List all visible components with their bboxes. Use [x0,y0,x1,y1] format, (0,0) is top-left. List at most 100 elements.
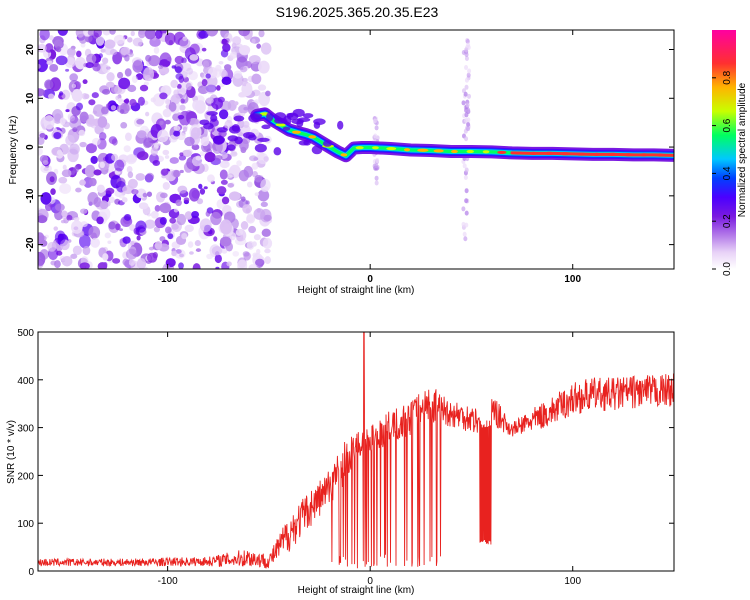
spectrogram-noise-point [169,217,177,224]
spectrogram-spur-point [373,133,378,139]
spectrogram-noise-point [124,213,132,221]
spectrogram-noise-point [86,53,97,65]
spectrogram-noise-point [199,151,205,157]
spectrogram-noise-point [43,115,55,130]
spectrogram-noise-point [256,43,261,49]
spectrogram-noise-point [164,226,172,234]
spectrogram-noise-point [49,63,59,72]
spectrogram-noise-point [173,130,180,137]
spectrogram-ridge [199,107,674,163]
spectrogram-noise-point [174,55,184,64]
spectrogram-noise-point [131,75,138,83]
spectrogram-ridge-blob [282,126,291,131]
spectrogram-noise-point [177,114,185,120]
spectrogram-noise-point [100,48,106,53]
spectrogram-x-tick-label: -100 [158,274,178,285]
spectrogram-noise-point [150,147,158,156]
spectrogram-spur-point [464,136,469,142]
spectrogram-noise-point [122,236,131,244]
spectrogram-noise-point [196,198,204,205]
spectrogram-noise-point [190,127,201,140]
spectrogram-noise-point [220,179,228,185]
spectrogram-noise-point [263,214,273,222]
spectrogram-spur-point [375,157,380,163]
spectrogram-ridge-blob [292,108,305,118]
spectrogram-noise-point [202,60,210,69]
spectrogram-noise-point [61,210,68,218]
spectrogram-noise-point [221,76,232,85]
spectrogram-noise-point [185,82,192,91]
spectrogram-spur-point [372,118,377,124]
spectrogram-noise-point [206,30,219,37]
snr-ticks: -100 0 100 0 100 200 300 400 500 [17,328,674,587]
snr-y-tick-label: 100 [17,519,34,530]
spectrogram-noise-point [129,98,137,106]
spectrogram-noise-point [78,129,86,137]
spectrogram-noise-point [187,241,194,248]
spectrogram-y-tick-label: -10 [25,188,36,203]
spectrogram-ridge-blob [311,145,323,155]
spectrogram-noise-point [53,132,62,139]
spectrogram-noise-point [192,99,201,111]
spectrogram-noise-point [205,210,211,217]
spectrogram-noise-point [162,149,170,156]
spectrogram-spur-point [464,198,469,204]
colorbar-tick-label: 0.6 [722,118,733,132]
spectrogram-noise-point [264,256,271,264]
spectrogram-noise-point [162,108,172,118]
spectrogram-noise-point [108,136,117,145]
spectrogram-ridge-peak [355,146,364,150]
spectrogram-noise-point [46,60,53,66]
spectrogram-noise-point [184,211,193,220]
spectrogram-noise-point [106,81,115,88]
spectrogram-noise-point [54,113,62,122]
spectrogram-ridge-blob [266,112,274,122]
spectrogram-ridge-peak [623,153,633,157]
spectrogram-noise-point [189,43,200,55]
spectrogram-noise-point [198,30,209,39]
colorbar-tick-label: 0.8 [722,70,733,84]
spectrogram-noise-point [85,62,94,69]
spectrogram-noise-point [98,132,107,141]
colorbar-tick-label: 0.2 [722,214,733,228]
spectrogram-noise-point [168,134,178,143]
spectrogram-noise-point [84,93,90,100]
spectrogram-ridge-peak [654,153,665,157]
spectrogram-ridge-peak [466,149,474,154]
spectrogram-noise-point [139,84,149,92]
spectrogram-spur-point [463,236,468,242]
spectrogram-noise-point [103,122,110,130]
spectrogram-noise-point [159,120,164,126]
spectrogram-noise-point [213,236,218,242]
spectrogram-ridge-blob [212,135,225,144]
spectrogram-noise-point [128,259,136,266]
spectrogram-noise-point [248,264,258,269]
spectrogram-noise-point [263,156,269,162]
spectrogram-ridge-peak [606,152,619,156]
spectrogram-spur-point [374,163,379,169]
spectrogram-noise-point [48,93,55,100]
spectrogram-noise-point [84,164,96,178]
spectrogram-noise-point [214,154,223,161]
spectrogram-x-tick-label: 100 [564,274,581,285]
spectrogram-ridge-blob [313,121,321,129]
spectrogram-noise-point [136,130,147,139]
spectrogram-noise-point [194,240,201,247]
spectrogram-noise-point [115,223,121,231]
spectrogram-noise-point [195,155,202,161]
spectrogram-noise-point [170,93,181,105]
spectrogram-noise-point [243,106,249,111]
spectrogram-noise-point [154,205,161,212]
spectrogram-noise-point [210,211,222,226]
spectrogram-noise-point [104,232,111,239]
spectrogram-noise-point [58,176,68,184]
spectrogram-noise-point [111,153,119,162]
snr-x-tick-label: 100 [564,576,581,587]
spectrogram-noise-point [201,47,207,52]
spectrogram-noise-point [90,155,98,165]
spectrogram-noise-point [242,120,250,128]
spectrogram-noise-point [239,66,248,73]
spectrogram-noise-point [242,204,253,214]
snr-y-tick-label: 300 [17,424,34,435]
